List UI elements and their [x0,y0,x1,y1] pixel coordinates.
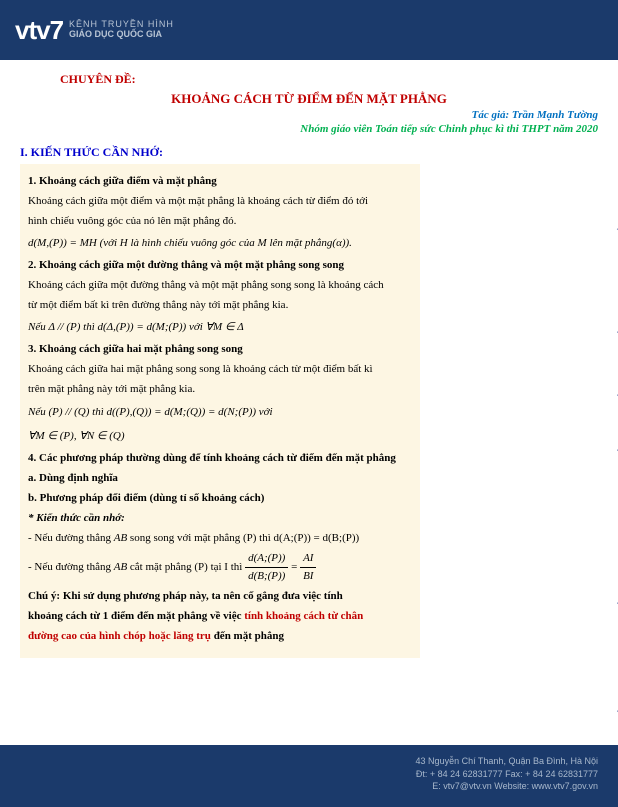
p1-text1: Khoảng cách giữa một điểm và một mặt phẳ… [28,193,412,210]
p4-line2: - Nếu đường thẳng AB cắt mặt phẳng (P) t… [28,550,412,585]
fraction-2: AI BI [300,550,316,585]
p1-heading: 1. Khoảng cách giữa điểm và mặt phẳng [28,173,412,190]
note-3a: đường cao của hình chóp hoặc lăng trụ [28,630,211,642]
topic-label: CHUYÊN ĐỀ: [60,72,598,87]
p4-t2b: cắt mặt phẳng (P) tại I thì [127,561,245,573]
diagram-3: P Q M K N H [608,355,618,465]
footer-line3: E: vtv7@vtv.vn Website: www.vtv7.gov.vn [20,780,598,793]
logo: vtv7 KÊNH TRUYỀN HÌNH GIÁO DỤC QUỐC GIA [15,15,174,46]
p3-heading: 3. Khoảng cách giữa hai mặt phẳng song s… [28,341,412,358]
p1-text2: hình chiếu vuông góc của nó lên mặt phẳn… [28,213,412,230]
p4-t1b: song song với mặt phẳng (P) thì d(A;(P))… [127,532,359,544]
frac1-num: d(A;(P)) [245,550,288,568]
note-line2: khoảng cách từ 1 điểm đến mặt phẳng về v… [28,608,412,625]
note-3b: đến mặt phẳng [211,630,284,642]
logo-text: vtv7 [15,15,63,46]
note-line3: đường cao của hình chóp hoặc lăng trụ đế… [28,628,412,645]
p2-text2: từ một điểm bất kì trên đường thẳng này … [28,297,412,314]
logo-subtitle: KÊNH TRUYỀN HÌNH GIÁO DỤC QUỐC GIA [69,20,174,40]
p4-b: b. Phương pháp đổi điểm (dùng tỉ số khoả… [28,490,412,507]
p3-text1: Khoảng cách giữa hai mặt phẳng song song… [28,361,412,378]
group-line: Nhóm giáo viên Toán tiếp sức Chinh phục … [20,123,598,135]
p4-ab2: AB [114,561,127,573]
frac1-den: d(B;(P)) [245,568,288,585]
frac2-num: AI [300,550,316,568]
diagram-1: M H P [608,164,618,244]
diagram-2: P [608,252,618,347]
p3-text2: trên mặt phẳng này tới mặt phẳng kia. [28,381,412,398]
section-heading: I. KIẾN THỨC CẦN NHỚ: [20,145,598,160]
note-2a: khoảng cách từ 1 điểm đến mặt phẳng về v… [28,610,244,622]
p4-star: * Kiến thức cần nhớ: [28,510,412,527]
p4-t2a: - Nếu đường thẳng [28,561,114,573]
p4-a: a. Dùng định nghĩa [28,470,412,487]
p3-formula2: ∀M ∈ (P), ∀N ∈ (Q) [28,426,412,447]
p4-ab1: AB [114,532,127,544]
diagram-5: A B I H K P [608,621,618,721]
logo-sub-line2: GIÁO DỤC QUỐC GIA [69,30,174,40]
main-title: KHOẢNG CÁCH TỪ ĐIỂM ĐẾN MẶT PHẲNG [20,91,598,107]
p4-line1: - Nếu đường thẳng AB song song với mặt p… [28,530,412,547]
p2-text1: Khoảng cách giữa một đường thẳng và một … [28,277,412,294]
author-line: Tác giả: Trần Mạnh Tường [20,109,598,121]
p2-formula: Nếu Δ // (P) thì d(Δ,(P)) = d(M;(P)) với… [28,317,412,338]
p4-heading: 4. Các phương pháp thường dùng để tính k… [28,450,412,467]
diagram-4: A B H K P [608,523,618,613]
eq-sign: = [291,561,300,573]
p3-formula1: Nếu (P) // (Q) thì d((P),(Q)) = d(M;(Q))… [28,402,412,423]
fraction-1: d(A;(P)) d(B;(P)) [245,550,288,585]
p4-t1a: - Nếu đường thẳng [28,532,114,544]
content-wrap: 1. Khoảng cách giữa điểm và mặt phẳng Kh… [20,164,598,658]
content-box: 1. Khoảng cách giữa điểm và mặt phẳng Kh… [20,164,420,658]
diagram-column: M H P P [608,164,618,729]
header-bar: vtv7 KÊNH TRUYỀN HÌNH GIÁO DỤC QUỐC GIA [0,0,618,60]
p2-heading: 2. Khoảng cách giữa một đường thẳng và m… [28,257,412,274]
page-body: CHUYÊN ĐỀ: KHOẢNG CÁCH TỪ ĐIỂM ĐẾN MẶT P… [0,60,618,658]
footer-line1: 43 Nguyễn Chí Thanh, Quận Ba Đình, Hà Nộ… [20,755,598,768]
p1-formula: d(M,(P)) = MH (với H là hình chiếu vuông… [28,233,412,254]
footer-bar: 43 Nguyễn Chí Thanh, Quận Ba Đình, Hà Nộ… [0,745,618,807]
frac2-den: BI [300,568,316,585]
note-line1: Chú ý: Khi sử dụng phương pháp này, ta n… [28,588,412,605]
note-2b: tính khoảng cách từ chân [244,610,363,622]
footer-line2: Đt: + 84 24 62831777 Fax: + 84 24 628317… [20,768,598,781]
